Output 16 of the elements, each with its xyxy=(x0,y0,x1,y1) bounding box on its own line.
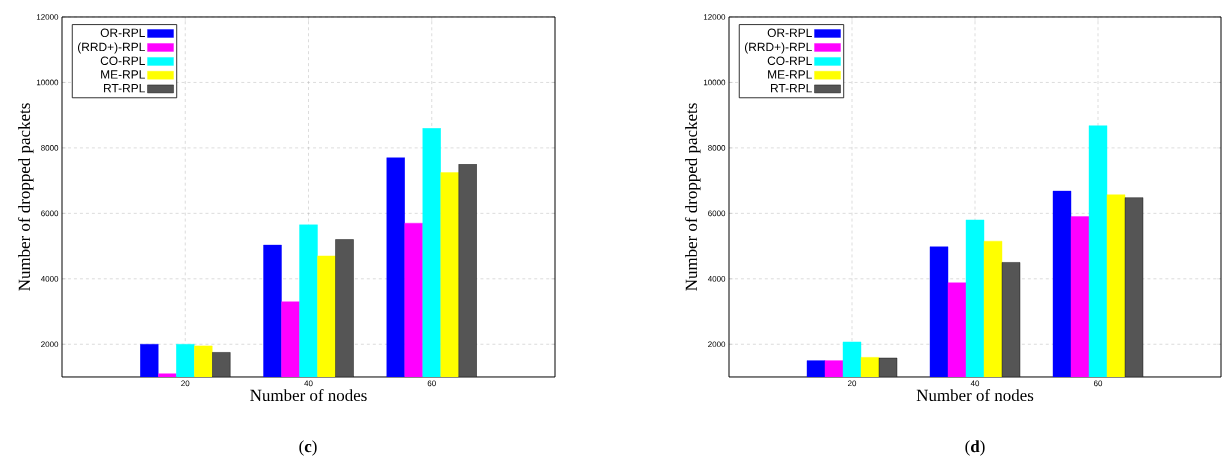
y-axis-title: Number of dropped packets xyxy=(684,103,701,291)
text: (d) xyxy=(965,440,985,456)
text: (c) xyxy=(299,440,317,456)
legend-label: ME-RPL xyxy=(101,70,145,79)
y-axis-title: Number of dropped packets xyxy=(17,103,34,291)
legend-label: RT-RPL xyxy=(771,84,812,93)
legend-label: ME-RPL xyxy=(768,70,812,79)
legend-label: CO-RPL xyxy=(767,56,812,65)
legend-label: (RRD+)-RPL xyxy=(744,42,812,54)
x-axis-title: Number of nodes xyxy=(916,388,1034,402)
x-axis-title: Number of nodes xyxy=(250,388,367,402)
legend-label: OR-RPL xyxy=(767,28,812,38)
legend-label: OR-RPL xyxy=(100,28,145,38)
legend-label: (RRD+)-RPL xyxy=(77,42,145,54)
legend-label: CO-RPL xyxy=(100,56,145,65)
legend-label: RT-RPL xyxy=(104,84,145,93)
